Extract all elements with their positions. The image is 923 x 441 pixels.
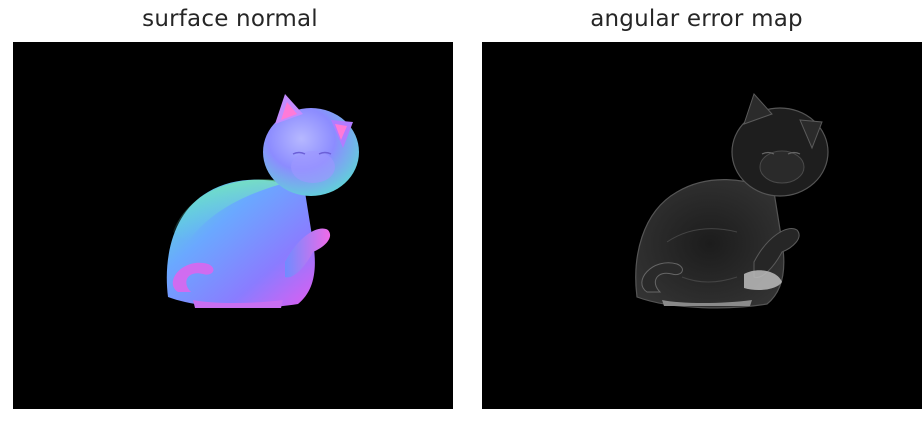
cat-normal-shape [166,94,359,308]
panel-title: angular error map [590,6,803,32]
angular-error-image [482,42,922,409]
panel-title: surface normal [142,6,318,32]
cat-error-shape [635,93,829,309]
surface-normal-image [13,42,453,409]
